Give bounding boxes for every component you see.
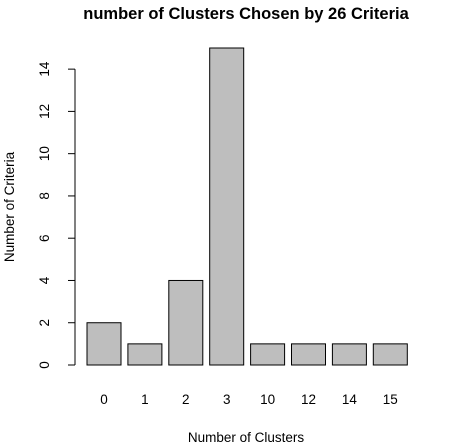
y-tick-label-8: 8 bbox=[37, 192, 52, 200]
x-tick-label-1: 1 bbox=[141, 392, 149, 407]
y-tick-label-10: 10 bbox=[37, 146, 52, 161]
bar-3 bbox=[209, 47, 245, 366]
bar-10 bbox=[250, 343, 286, 366]
y-tick-label-2: 2 bbox=[37, 319, 52, 327]
x-tick-label-10: 10 bbox=[260, 392, 275, 407]
bar-2 bbox=[168, 279, 204, 366]
y-axis: 0 2 4 6 8 10 12 14 bbox=[37, 61, 76, 369]
bar-14 bbox=[331, 343, 367, 366]
x-tick-label-15: 15 bbox=[383, 392, 398, 407]
y-tick-label-6: 6 bbox=[37, 234, 52, 242]
x-tick-label-2: 2 bbox=[182, 392, 190, 407]
x-tick-label-3: 3 bbox=[223, 392, 231, 407]
bars-group bbox=[86, 47, 408, 366]
x-tick-label-12: 12 bbox=[301, 392, 316, 407]
x-axis-label: Number of Clusters bbox=[188, 430, 305, 445]
bar-15 bbox=[372, 343, 408, 366]
chart-title: number of Clusters Chosen by 26 Criteria bbox=[83, 5, 409, 23]
bar-1 bbox=[127, 343, 163, 366]
x-tick-label-0: 0 bbox=[100, 392, 108, 407]
y-tick-label-0: 0 bbox=[37, 361, 52, 369]
bar-12 bbox=[291, 343, 326, 366]
y-tick-label-4: 4 bbox=[37, 276, 52, 284]
x-tick-label-14: 14 bbox=[342, 392, 358, 407]
bar-0 bbox=[86, 322, 122, 366]
x-tick-labels: 0 1 2 3 10 12 14 15 bbox=[100, 392, 398, 407]
y-tick-label-12: 12 bbox=[37, 104, 52, 119]
y-axis-label: Number of Criteria bbox=[2, 151, 17, 262]
y-tick-label-14: 14 bbox=[37, 61, 52, 77]
